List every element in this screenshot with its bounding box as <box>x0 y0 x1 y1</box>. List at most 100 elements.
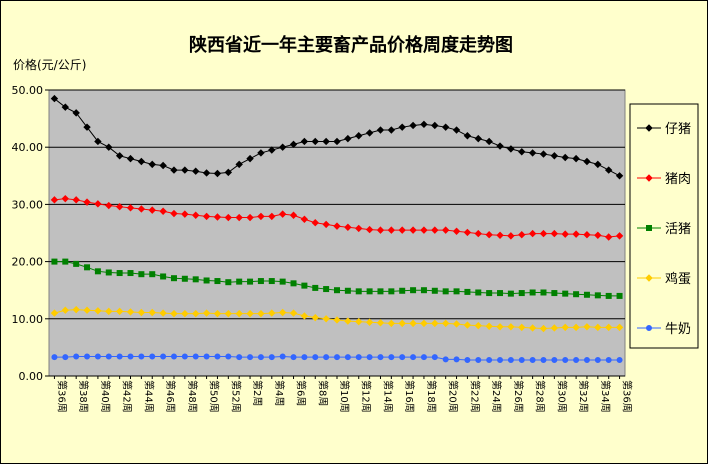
data-point <box>562 290 569 297</box>
data-point <box>474 229 482 238</box>
data-point <box>246 154 254 163</box>
data-point <box>94 200 102 208</box>
x-tick-label: 第32周 <box>577 380 590 413</box>
data-point <box>170 353 177 360</box>
data-point <box>453 288 460 295</box>
data-point <box>474 134 482 143</box>
data-point <box>366 354 373 361</box>
data-point <box>388 354 395 361</box>
data-point <box>615 172 624 180</box>
data-point <box>561 323 569 332</box>
data-point <box>333 316 341 324</box>
data-point <box>377 288 384 295</box>
data-point <box>539 229 548 238</box>
series-1 <box>50 194 624 241</box>
data-point <box>561 230 569 238</box>
data-point <box>257 354 264 361</box>
data-point <box>247 354 254 361</box>
data-point <box>409 121 417 130</box>
data-point <box>202 169 211 177</box>
data-point <box>301 282 308 289</box>
data-point <box>441 123 450 131</box>
series-2 <box>51 258 623 299</box>
y-tick-label: 10.00 <box>12 313 44 326</box>
data-point <box>431 121 439 130</box>
data-point <box>464 288 471 295</box>
data-point <box>594 231 602 239</box>
legend-item: 仔猪 <box>637 122 691 137</box>
data-point <box>452 227 461 235</box>
data-point <box>344 354 351 361</box>
data-point <box>475 356 482 363</box>
data-point <box>529 289 536 296</box>
data-point <box>323 354 330 361</box>
data-point <box>485 137 493 146</box>
data-point <box>485 322 493 330</box>
data-point <box>616 292 623 299</box>
data-point <box>605 292 612 299</box>
data-point <box>540 356 547 363</box>
data-point <box>594 160 602 169</box>
legend-marker <box>646 225 652 231</box>
data-point <box>50 196 59 204</box>
y-tick-label: 30.00 <box>12 198 44 211</box>
data-point <box>94 137 102 146</box>
data-point <box>550 152 559 160</box>
data-point <box>550 324 559 332</box>
data-point <box>235 160 243 169</box>
legend-label: 仔猪 <box>665 122 691 137</box>
data-point <box>420 120 428 129</box>
x-tick-label: 第40周 <box>99 380 112 413</box>
data-point <box>170 166 178 174</box>
legend-item: 活猪 <box>637 222 691 237</box>
data-point <box>518 148 526 156</box>
data-point <box>73 353 80 360</box>
data-point <box>420 319 428 328</box>
x-tick-label: 第22周 <box>468 380 481 413</box>
x-tick-label: 第44周 <box>142 380 155 413</box>
data-point <box>61 103 70 111</box>
data-point <box>583 157 591 166</box>
data-point <box>192 353 199 360</box>
data-point <box>311 137 319 146</box>
data-point <box>387 226 396 234</box>
data-point <box>94 353 101 360</box>
data-point <box>387 126 396 134</box>
data-point <box>268 146 276 154</box>
y-axis-label: 价格(元/公斤) <box>13 57 86 72</box>
x-tick-label: 第2周 <box>251 380 264 406</box>
data-point <box>562 356 569 363</box>
legend-item: 牛奶 <box>637 322 691 337</box>
data-point <box>137 157 146 166</box>
data-point <box>334 287 340 294</box>
legend-item: 鸡蛋 <box>637 271 691 287</box>
data-point <box>126 204 135 212</box>
data-point <box>83 306 91 314</box>
data-point <box>604 166 613 174</box>
data-point <box>615 323 624 332</box>
data-point <box>420 226 428 234</box>
data-point <box>528 324 537 332</box>
data-point <box>278 308 287 317</box>
data-point <box>497 290 504 297</box>
data-point <box>398 226 406 234</box>
data-point <box>453 356 460 363</box>
series-3 <box>50 305 624 333</box>
data-point <box>355 354 362 361</box>
data-point <box>463 321 472 329</box>
data-point <box>474 321 482 330</box>
data-point <box>105 269 112 276</box>
data-point <box>583 231 591 239</box>
data-point <box>322 315 330 323</box>
data-point <box>51 354 58 361</box>
data-point <box>181 353 188 360</box>
data-point <box>138 271 145 278</box>
data-point <box>268 309 276 317</box>
data-point <box>181 210 189 218</box>
data-point <box>257 212 265 221</box>
data-point <box>84 353 91 360</box>
data-point <box>376 226 385 234</box>
series-4 <box>51 353 623 363</box>
